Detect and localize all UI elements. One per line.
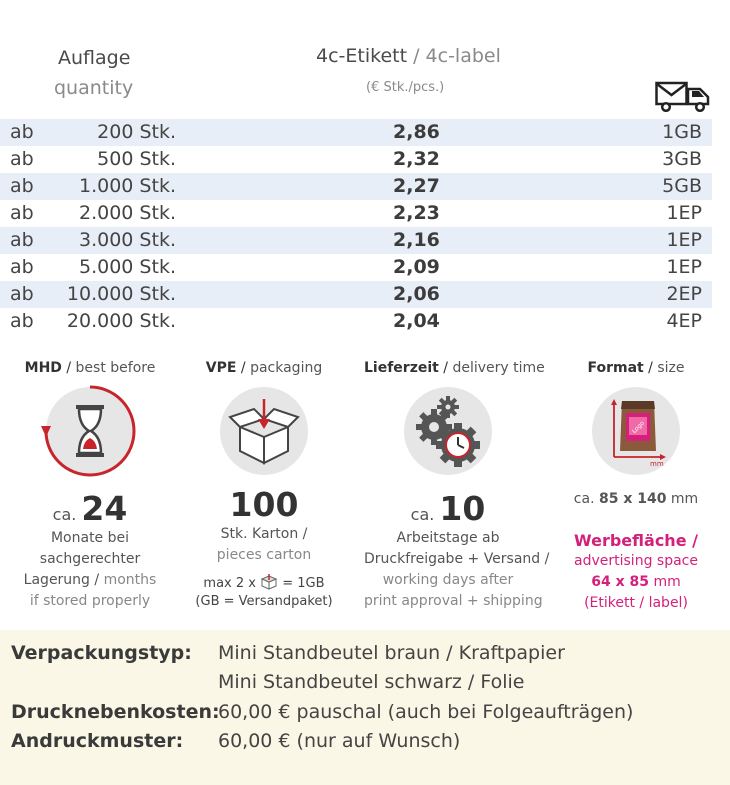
- row-shipping: 1GB: [662, 121, 702, 143]
- row-price: 2,23: [393, 202, 440, 224]
- row-quantity: 5.000 Stk.: [79, 256, 176, 278]
- row-price: 2,27: [393, 175, 440, 197]
- row-ab: ab: [10, 121, 34, 143]
- table-row: ab 20.000 Stk. 2,04 4EP: [0, 308, 712, 335]
- row-shipping: 1EP: [666, 229, 702, 251]
- vpe-max-note: max 2 x = 1GB (GB = Versandpaket): [195, 574, 333, 609]
- advertising-space: Werbefläche / advertising space 64 x 85 …: [574, 531, 698, 611]
- table-row: ab 10.000 Stk. 2,06 2EP: [0, 281, 712, 308]
- lieferzeit-title: Lieferzeit / delivery time: [364, 360, 545, 376]
- mhd-description: Monate bei sachgerechter Lagerung / mont…: [23, 530, 157, 609]
- row-price: 2,04: [393, 310, 440, 332]
- quantity-header-de: Auflage: [58, 47, 131, 69]
- label-header: 4c-Etikett / 4c-label: [316, 45, 501, 67]
- row-price: 2,32: [393, 148, 440, 170]
- label-header-de: 4c-Etikett: [316, 45, 408, 67]
- lieferzeit-value: ca. 10: [410, 489, 486, 528]
- hourglass-icon: [41, 385, 136, 477]
- packaging-value-1: Mini Standbeutel braun / Kraftpapier: [218, 642, 565, 664]
- label-header-en: 4c-label: [425, 45, 501, 67]
- proof-value: 60,00 € (nur auf Wunsch): [218, 730, 461, 752]
- pouch-size-icon: Logo mm: [592, 387, 680, 475]
- format-column: Format / size Logo mm ca. 85 x 140 mm We…: [552, 360, 720, 614]
- svg-text:mm: mm: [650, 460, 664, 468]
- label-header-sep: /: [407, 45, 426, 67]
- row-price: 2,86: [393, 121, 440, 143]
- table-row: ab 200 Stk. 2,86 1GB: [0, 119, 712, 146]
- row-ab: ab: [10, 310, 34, 332]
- vpe-title: VPE / packaging: [205, 360, 323, 376]
- gears-clock-icon: [404, 387, 492, 475]
- row-quantity: 1.000 Stk.: [79, 175, 176, 197]
- setup-cost-label: Drucknebenkosten:: [11, 701, 220, 723]
- mail-truck-icon: [655, 80, 711, 113]
- row-shipping: 1EP: [666, 256, 702, 278]
- table-row: ab 5.000 Stk. 2,09 1EP: [0, 254, 712, 281]
- row-shipping: 3GB: [662, 148, 702, 170]
- row-ab: ab: [10, 256, 34, 278]
- table-row: ab 500 Stk. 2,32 3GB: [0, 146, 712, 173]
- price-unit: (€ Stk./pcs.): [366, 80, 445, 95]
- lieferzeit-column: Lieferzeit / delivery time: [364, 360, 550, 612]
- row-price: 2,06: [393, 283, 440, 305]
- small-box-icon: [260, 574, 278, 594]
- row-ab: ab: [10, 283, 34, 305]
- row-quantity: 3.000 Stk.: [79, 229, 176, 251]
- vpe-description: Stk. Karton / pieces carton: [216, 526, 312, 563]
- vpe-column: VPE / packaging 100 Stk. Karton / pieces…: [180, 360, 348, 609]
- row-price: 2,09: [393, 256, 440, 278]
- row-quantity: 2.000 Stk.: [79, 202, 176, 224]
- table-row: ab 2.000 Stk. 2,23 1EP: [0, 200, 712, 227]
- lieferzeit-description: Arbeitstage ab Druckfreigabe + Versand /…: [364, 530, 550, 609]
- row-ab: ab: [10, 202, 34, 224]
- row-shipping: 2EP: [666, 283, 702, 305]
- mhd-value: ca. 24: [52, 489, 128, 528]
- box-icon: [220, 387, 308, 475]
- mhd-column: MHD / best before ca. 24 Monate bei sach…: [6, 360, 174, 612]
- row-price: 2,16: [393, 229, 440, 251]
- row-quantity: 500 Stk.: [97, 148, 176, 170]
- row-ab: ab: [10, 148, 34, 170]
- mhd-title: MHD / best before: [24, 360, 156, 376]
- quantity-header-en: quantity: [54, 77, 134, 99]
- table-row: ab 1.000 Stk. 2,27 5GB: [0, 173, 712, 200]
- table-row: ab 3.000 Stk. 2,16 1EP: [0, 227, 712, 254]
- proof-label: Andruckmuster:: [11, 730, 184, 752]
- row-quantity: 20.000 Stk.: [66, 310, 176, 332]
- vpe-value: 100: [229, 485, 299, 524]
- row-shipping: 4EP: [666, 310, 702, 332]
- format-title: Format / size: [587, 360, 685, 376]
- details-panel: Verpackungstyp: Mini Standbeutel braun /…: [0, 630, 730, 785]
- row-ab: ab: [10, 229, 34, 251]
- packaging-label: Verpackungstyp:: [11, 642, 192, 664]
- packaging-value-2: Mini Standbeutel schwarz / Folie: [218, 671, 525, 693]
- row-quantity: 200 Stk.: [97, 121, 176, 143]
- row-quantity: 10.000 Stk.: [66, 283, 176, 305]
- setup-cost-value: 60,00 € pauschal (auch bei Folgeaufträge…: [218, 701, 634, 723]
- format-size: ca. 85 x 140 mm: [573, 491, 699, 507]
- row-ab: ab: [10, 175, 34, 197]
- row-shipping: 5GB: [662, 175, 702, 197]
- row-shipping: 1EP: [666, 202, 702, 224]
